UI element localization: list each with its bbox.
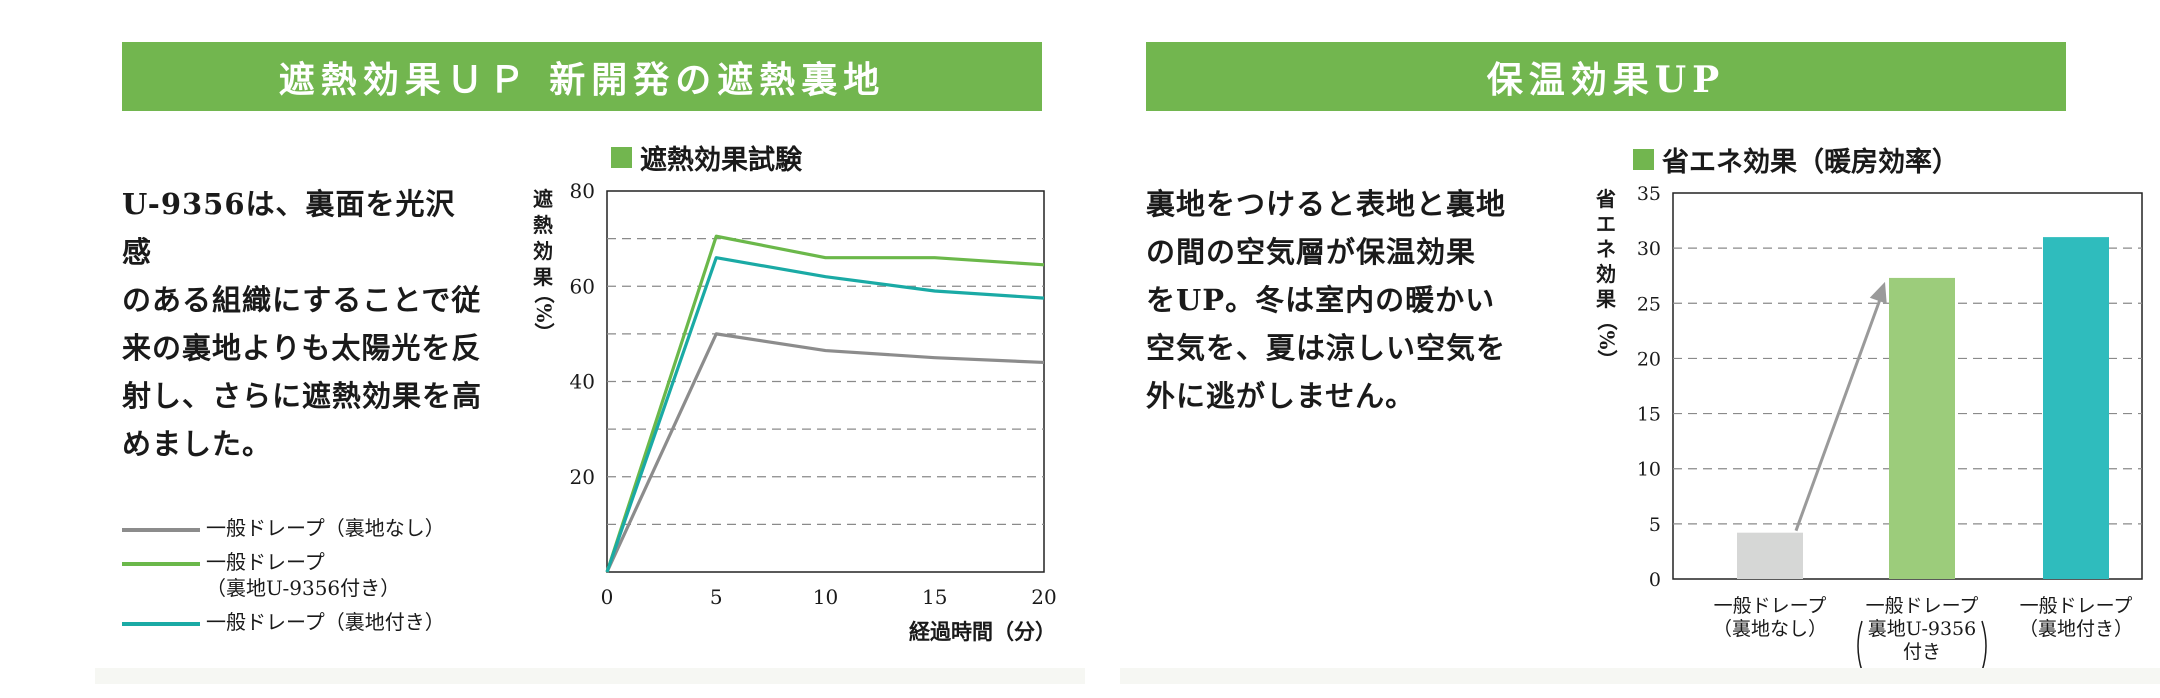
category-paren-left	[1857, 620, 1863, 672]
y-tick-label: 5	[1649, 514, 1661, 536]
panel-bottom-strip	[1120, 668, 2160, 684]
heat-shield-description: U-9356は、裏面を光沢感 のある組織にすることで従 来の裏地よりも太陽光を反…	[122, 187, 483, 461]
y-axis-unit: （%）	[1595, 310, 1619, 369]
legend-item-with-lining: 一般ドレープ（裏地付き）	[122, 609, 462, 635]
x-axis-label: 経過時間（分）	[909, 619, 1056, 644]
category-label-0: 一般ドレープ	[1714, 595, 1827, 617]
heat-shield-line-chart: 20 40 60 80 0 5 10 15 20 経過時間（分） 遮熱効果（%）	[532, 179, 1057, 644]
growth-arrow-head	[1869, 281, 1887, 304]
growth-arrow-shaft	[1794, 293, 1884, 532]
category-label-1: 付き	[1903, 641, 1941, 663]
y-tick-label: 60	[570, 274, 595, 298]
category-label-2: （裏地付き）	[2019, 618, 2133, 640]
y-axis-label-char: 熱	[533, 213, 553, 237]
green-square-icon	[611, 147, 632, 168]
heat-shield-chart-title: 遮熱効果試験	[611, 138, 802, 177]
y-axis-label-char: 果	[533, 265, 553, 289]
x-tick-label: 10	[813, 585, 838, 609]
energy-chart-title-text: 省エネ効果（暖房効率）	[1662, 147, 1959, 178]
y-axis-label-char: 省	[1595, 187, 1616, 211]
x-tick-label: 20	[1031, 585, 1056, 609]
heat-shield-banner: 遮熱効果ＵＰ 新開発の遮熱裏地	[122, 42, 1042, 111]
y-tick-label: 0	[1649, 569, 1661, 591]
x-tick-label: 5	[710, 585, 723, 609]
y-tick-label: 25	[1637, 293, 1661, 315]
y-tick-label: 40	[570, 370, 595, 394]
y-axis-label-char: 果	[1596, 287, 1616, 311]
y-axis-unit: （%）	[532, 283, 556, 342]
y-axis-label-char: 遮	[533, 187, 553, 211]
y-tick-label: 15	[1637, 404, 1661, 426]
legend-label-with-lining: 一般ドレープ（裏地付き）	[206, 610, 445, 634]
y-axis-label-char: エ	[1596, 212, 1616, 236]
y-tick-label: 20	[1637, 348, 1661, 370]
bar-0	[1737, 532, 1803, 579]
bar-2	[2043, 237, 2109, 579]
energy-bar-chart: 05101520253035一般ドレープ（裏地なし）一般ドレープ裏地U-9356…	[1595, 183, 2143, 672]
heat-retention-banner: 保温効果UP	[1146, 42, 2066, 111]
legend-line-with-lining	[122, 622, 200, 626]
heat-retention-description: 裏地をつけると表地と裏地 の間の空気層が保温効果 をUP。冬は室内の暖かい 空気…	[1146, 187, 1507, 413]
energy-chart-title: 省エネ効果（暖房効率）	[1633, 140, 1959, 179]
category-label-1: 裏地U-9356	[1868, 618, 1976, 640]
y-axis-label-char: 効	[1596, 262, 1616, 286]
x-tick-label: 15	[922, 585, 947, 609]
y-tick-label: 10	[1637, 459, 1661, 481]
legend-item-u9356: 一般ドレープ （裏地U-9356付き）	[122, 549, 462, 601]
legend-line-no-lining	[122, 528, 200, 532]
y-tick-label: 80	[570, 179, 595, 203]
green-square-icon	[1633, 149, 1654, 170]
category-label-1: 一般ドレープ	[1866, 595, 1979, 617]
panel-bottom-strip	[95, 668, 1085, 684]
category-label-0: （裏地なし）	[1713, 618, 1827, 640]
category-paren-right	[1981, 620, 1987, 672]
y-tick-label: 35	[1637, 183, 1661, 205]
category-label-2: 一般ドレープ	[2020, 595, 2133, 617]
series-line-2	[605, 256, 1045, 573]
bar-1	[1889, 277, 1955, 579]
y-axis-label-char: ネ	[1596, 237, 1616, 261]
y-tick-label: 20	[570, 465, 595, 489]
line-chart-legend: 一般ドレープ（裏地なし） 一般ドレープ （裏地U-9356付き） 一般ドレープ（…	[122, 515, 462, 643]
legend-label-no-lining: 一般ドレープ（裏地なし）	[206, 516, 445, 540]
heat-shield-chart-title-text: 遮熱効果試験	[640, 145, 802, 176]
y-tick-label: 30	[1637, 238, 1661, 260]
x-tick-label: 0	[601, 585, 614, 609]
heat-retention-panel: 保温効果UP 裏地をつけると表地と裏地 の間の空気層が保温効果 をUP。冬は室内…	[1080, 0, 2160, 698]
heat-shield-panel: 遮熱効果ＵＰ 新開発の遮熱裏地 U-9356は、裏面を光沢感 のある組織にするこ…	[95, 42, 1085, 684]
legend-item-no-lining: 一般ドレープ（裏地なし）	[122, 515, 462, 541]
series-line-0	[605, 332, 1045, 573]
series-line-1	[605, 234, 1045, 573]
legend-label-u9356: 一般ドレープ （裏地U-9356付き）	[206, 550, 401, 600]
legend-line-u9356	[122, 562, 200, 566]
y-axis-label-char: 効	[533, 239, 553, 263]
